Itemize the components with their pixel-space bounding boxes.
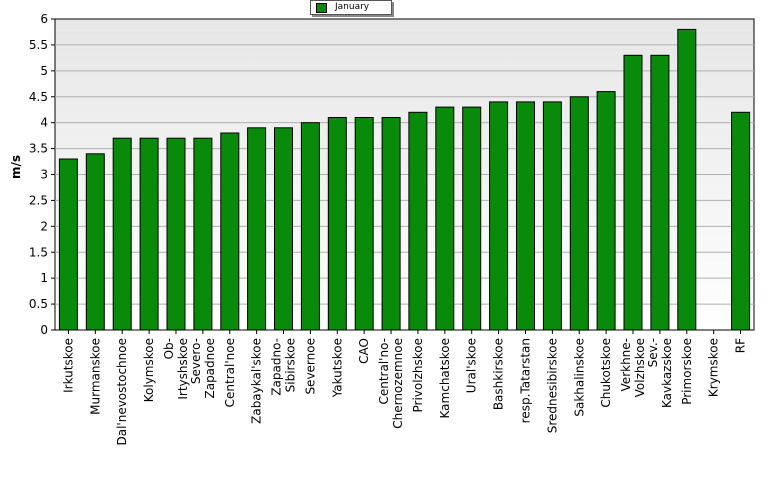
y-tick-label: 2 (40, 219, 48, 233)
bar (247, 127, 267, 331)
x-tick-label: Sakhalinskoe (572, 338, 586, 417)
bar (542, 101, 562, 331)
x-tick-label: Volzhskoe (633, 338, 647, 397)
x-tick-label: Zapadno- (270, 338, 284, 396)
bar (677, 28, 697, 331)
x-tick-label: Srednesibirskoe (545, 338, 559, 433)
x-tick-label: Primorskoe (680, 338, 694, 405)
y-tick-label: 6 (40, 12, 48, 26)
bar (85, 153, 105, 331)
y-tick-label: 0 (40, 323, 48, 337)
x-tick-label: Dal'nevostochnoe (115, 338, 129, 446)
y-axis: 0 0.5 1 1.5 2 2.5 3 3.5 4 4.5 5 5.5 6 (29, 12, 55, 337)
bar (381, 117, 401, 331)
x-tick-label: Chernozemnoe (391, 338, 405, 429)
legend: January (310, 0, 392, 15)
y-tick-label: 3.5 (29, 142, 48, 156)
bar (274, 127, 293, 331)
x-tick-label: Severnoe (303, 338, 317, 395)
x-tick-label: Chukotskoe (599, 338, 613, 408)
x-tick-label: Ural'skoe (465, 338, 479, 393)
x-tick-label: Sev.- (646, 338, 660, 367)
bar (435, 106, 455, 331)
x-tick-label: Yakutskoe (330, 338, 344, 398)
x-tick-label: Zabaykal'skoe (250, 338, 264, 424)
bar (596, 91, 616, 331)
x-tick-label: Kamchatskoe (438, 338, 452, 418)
y-tick-label: 0.5 (29, 297, 48, 311)
x-tick-label: Ob- (162, 338, 176, 359)
y-tick-label: 5.5 (29, 38, 48, 52)
bar (58, 158, 78, 331)
bar (220, 132, 240, 331)
x-tick-label: resp.Tatarstan (518, 338, 532, 423)
x-tick-label: Irtyshskoe (176, 338, 190, 400)
x-tick-label: CAO (357, 338, 371, 364)
x-tick-label: Kavkazskoe (660, 338, 674, 408)
bar (408, 111, 428, 331)
bar (139, 137, 159, 331)
x-tick-label: Kolymskoe (142, 338, 156, 402)
bar (731, 111, 751, 331)
bar (327, 117, 347, 331)
bar (569, 96, 589, 331)
x-tick-label: Krymskoe (707, 338, 721, 397)
bar (650, 54, 670, 331)
x-tick-label: Verkhne- (619, 338, 633, 391)
bar (516, 101, 535, 331)
bar (489, 101, 509, 331)
x-tick-label: Privolzhskoe (411, 338, 425, 412)
y-tick-label: 3 (40, 168, 48, 182)
legend-swatch (316, 3, 327, 13)
bar (193, 137, 213, 331)
y-axis-label: m/s (9, 154, 24, 180)
y-tick-label: 1 (40, 271, 48, 285)
bar (166, 137, 186, 331)
bar (300, 122, 320, 331)
y-tick-label: 4 (40, 116, 48, 130)
x-tick-label: Severo- (189, 338, 203, 384)
x-tick-label: Murmanskoe (88, 338, 102, 415)
bar (112, 137, 132, 331)
x-tick-label: Irkutskoe (61, 338, 75, 393)
y-tick-label: 5 (40, 64, 48, 78)
bars (58, 28, 751, 331)
x-tick-label: RF (734, 338, 748, 353)
bar (354, 117, 374, 331)
y-tick-label: 1.5 (29, 245, 48, 259)
y-tick-label: 4.5 (29, 90, 48, 104)
x-tick-label: Bashkirskoe (492, 338, 506, 410)
x-axis: Irkutskoe Murmanskoe Dal'nevostochnoe Kolym… (61, 330, 748, 446)
x-tick-label: Central'noe (223, 338, 237, 407)
y-tick-label: 2.5 (29, 193, 48, 207)
x-tick-label: Central'no- (377, 338, 391, 405)
x-tick-label: Zapadnoe (203, 338, 217, 399)
x-tick-label: Sibirskoe (284, 338, 298, 392)
legend-label: January (335, 2, 370, 12)
bar (462, 106, 482, 331)
bar (623, 54, 643, 331)
